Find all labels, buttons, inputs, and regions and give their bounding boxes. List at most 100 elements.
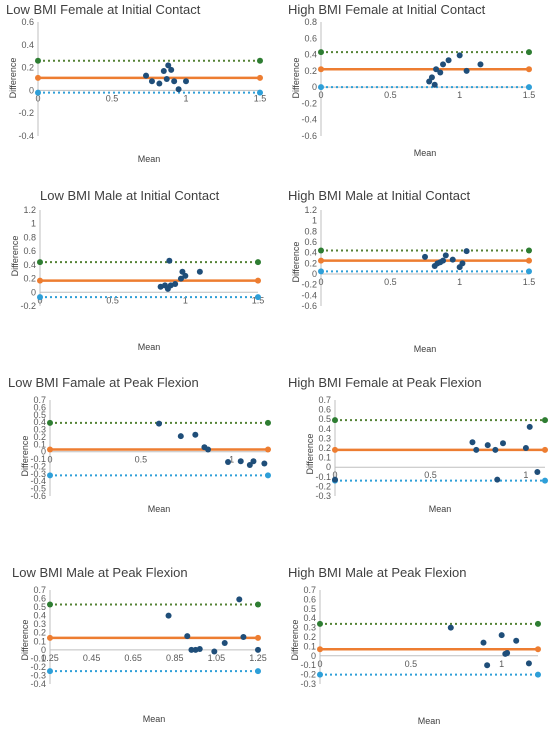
data-point (422, 253, 428, 260)
data-point (148, 78, 155, 85)
y-tick-label: 0 (311, 651, 316, 661)
y-tick-label: 0.2 (304, 66, 317, 76)
data-point (177, 275, 184, 282)
x-tick-label: 0.5 (384, 277, 397, 287)
data-point (480, 639, 487, 646)
lower-limit-line-start-marker (318, 84, 324, 91)
data-point (437, 69, 444, 76)
panel-8: High BMI Male at Peak Flexion -0.3-0.2-0.… (288, 565, 541, 726)
y-tick-label: 0 (312, 82, 317, 92)
lower-limit-line-end-marker (526, 84, 532, 91)
data-point (440, 61, 447, 68)
x-tick-label: 0 (37, 295, 42, 305)
data-point (171, 78, 178, 85)
y-tick-label: 0.3 (33, 619, 46, 629)
y-tick-label: 0.4 (303, 613, 316, 623)
upper-limit-line-start-marker (35, 57, 41, 64)
y-tick-label: 0.6 (318, 405, 331, 415)
mean-bias-line-end-marker (257, 74, 263, 81)
data-point (442, 252, 449, 259)
mean-bias-line-end-marker (255, 634, 261, 641)
y-tick-label: -0.2 (30, 461, 46, 471)
y-tick-label: 0.5 (33, 410, 46, 420)
y-tick-label: -0.2 (20, 301, 36, 311)
y-tick-label: -0.2 (301, 280, 317, 290)
y-axis-label: Difference (10, 236, 20, 277)
x-tick-label: 0 (318, 277, 323, 287)
lower-limit-line-end-marker (255, 294, 261, 301)
mean-bias-line-start-marker (332, 446, 338, 453)
data-point (445, 57, 452, 64)
data-point (143, 72, 150, 79)
data-point (188, 646, 195, 653)
data-point (246, 461, 253, 468)
x-tick-label: 1 (457, 90, 462, 100)
data-point (469, 439, 476, 446)
y-tick-label: 0.6 (23, 246, 36, 256)
data-point (250, 458, 257, 465)
y-tick-label: -0.2 (315, 481, 331, 491)
x-tick-label: 1.25 (249, 653, 267, 663)
x-axis-label: Mean (143, 714, 166, 724)
data-point (477, 61, 484, 68)
y-tick-label: 1.2 (304, 205, 317, 215)
y-tick-label: 0.2 (21, 63, 34, 73)
mean-bias-line-end-marker (255, 277, 261, 284)
data-point (255, 646, 261, 653)
data-point (522, 445, 529, 451)
x-tick-label: 1.5 (523, 90, 536, 100)
panel-5: Low BMI Famale at Peak Flexion-0.6-0.5-0… (8, 375, 271, 514)
data-point (332, 476, 338, 483)
data-point (156, 80, 163, 87)
x-tick-label: 1 (183, 93, 188, 103)
y-tick-label: -0.5 (30, 484, 46, 494)
y-tick-label: -0.2 (300, 670, 316, 680)
x-axis-label: Mean (148, 504, 171, 514)
upper-limit-line-end-marker (255, 259, 261, 266)
y-tick-label: 0.8 (23, 232, 36, 242)
y-tick-label: 0 (41, 645, 46, 655)
y-tick-label: -0.4 (30, 679, 46, 689)
y-tick-label: 0.6 (33, 594, 46, 604)
y-tick-label: -0.2 (18, 108, 34, 118)
y-tick-label: 1 (312, 216, 317, 226)
data-point (463, 67, 470, 74)
data-point (221, 639, 228, 646)
x-tick-label: 0.5 (135, 455, 148, 465)
lower-limit-line-end-marker (255, 668, 261, 675)
chart-title: High BMI Female at Initial Contact (288, 2, 486, 17)
lower-limit-line-end-marker (526, 268, 532, 275)
x-tick-label: 1.05 (208, 653, 226, 663)
y-tick-label: -0.4 (301, 290, 317, 300)
data-point (166, 257, 173, 264)
data-point (196, 268, 203, 275)
upper-limit-line-start-marker (318, 247, 324, 254)
y-tick-label: 0.3 (33, 425, 46, 435)
data-point (168, 66, 175, 73)
y-tick-label: 0.5 (318, 414, 331, 424)
mean-bias-line-end-marker (526, 66, 532, 73)
y-tick-label: -0.1 (315, 472, 331, 482)
y-tick-label: -0.1 (30, 653, 46, 663)
y-tick-label: 0 (312, 269, 317, 279)
upper-limit-line-end-marker (255, 601, 261, 608)
mean-bias-line-start-marker (35, 74, 41, 81)
y-tick-label: 0.4 (304, 248, 317, 258)
y-tick-label: 0.2 (318, 443, 331, 453)
x-tick-label: 1 (499, 659, 504, 669)
chart-title: Low BMI Female at Initial Contact (6, 2, 201, 17)
y-tick-label: 0.6 (33, 402, 46, 412)
x-tick-label: 1 (457, 277, 462, 287)
x-axis-label: Mean (418, 716, 441, 726)
data-point (431, 81, 438, 88)
y-tick-label: -0.6 (301, 301, 317, 311)
data-point (456, 52, 463, 59)
y-tick-label: 0.4 (21, 40, 34, 50)
y-tick-label: 0.6 (21, 17, 34, 27)
x-tick-label: 1 (229, 455, 234, 465)
y-axis-label: Difference (291, 58, 301, 99)
y-tick-label: -0.3 (315, 491, 331, 501)
y-tick-label: -0.2 (30, 662, 46, 672)
y-tick-label: -0.4 (18, 131, 34, 141)
